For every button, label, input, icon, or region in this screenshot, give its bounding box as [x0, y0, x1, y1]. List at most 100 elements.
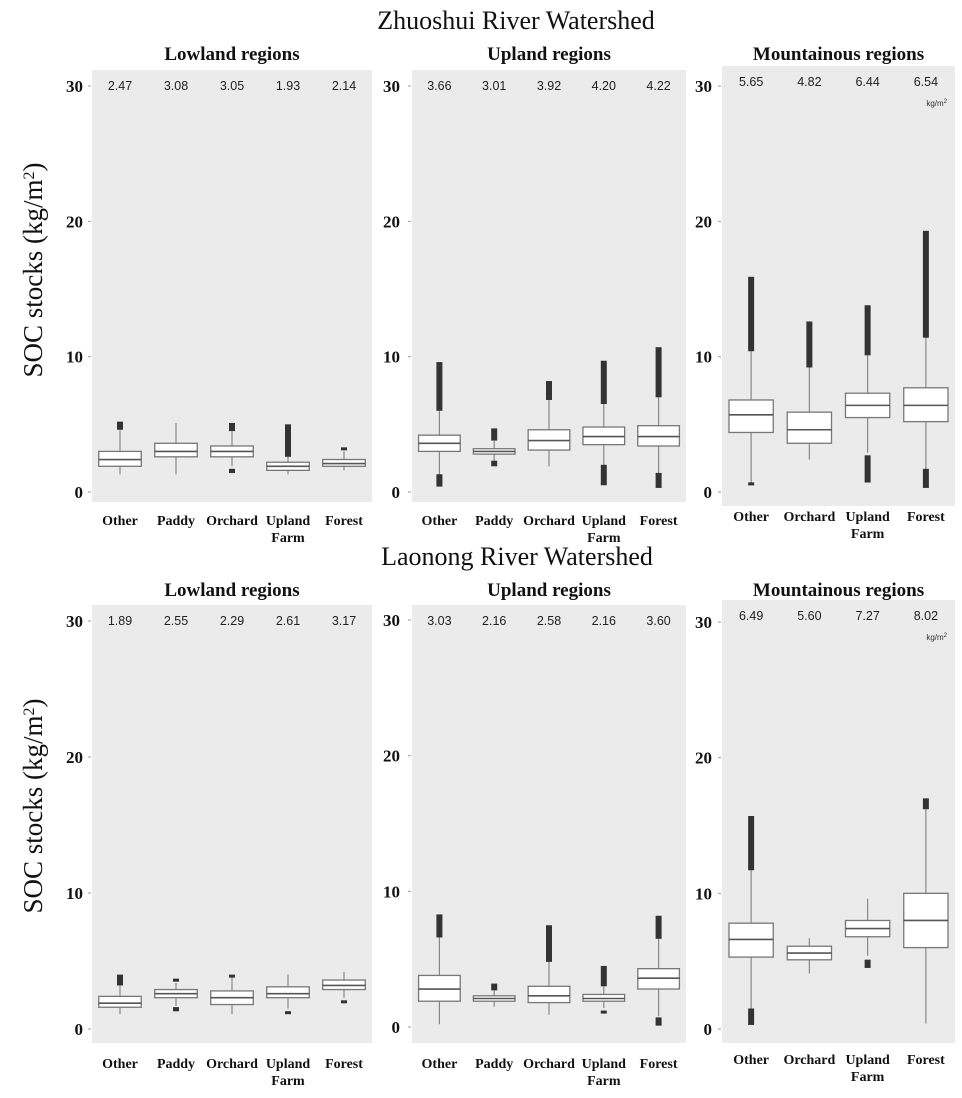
category-label: Orchard	[523, 1057, 575, 1072]
mean-label: 3.66	[427, 79, 451, 93]
outliers-high	[436, 914, 443, 938]
category-label: Forest	[325, 1057, 363, 1072]
category-label: Upland Farm	[845, 1053, 890, 1085]
panel-5: Mountainous regions 0 10 20 30 6.49 5.60 7.27 8.…	[695, 580, 955, 1085]
mean-label: 3.92	[537, 79, 561, 93]
box-orchard	[210, 422, 254, 474]
category-label: Orchard	[206, 514, 258, 529]
outliers-low	[655, 1017, 662, 1026]
y-tick-label: 10	[695, 348, 712, 367]
iqr-box	[527, 985, 571, 1004]
outliers-low	[864, 455, 871, 483]
outliers-high	[173, 978, 179, 982]
category-label: Upland Farm	[582, 514, 627, 546]
box-forest	[637, 915, 681, 1026]
category-label: Other	[733, 510, 769, 525]
box-other	[728, 816, 774, 1025]
plot-background	[92, 605, 372, 1043]
category-label: Upland Farm	[266, 514, 311, 546]
outliers-high	[546, 925, 552, 962]
y-tick-label: 20	[66, 748, 83, 767]
box-upland-farm	[844, 305, 891, 483]
category-label: Other	[422, 514, 458, 529]
mean-label: 3.01	[482, 79, 506, 93]
mean-label: 2.61	[276, 614, 300, 628]
category-label: Orchard	[783, 1053, 835, 1068]
mean-label: 6.49	[739, 609, 763, 623]
y-tick-label: 0	[75, 1020, 84, 1039]
outliers-low	[173, 1007, 179, 1012]
mean-label: 3.08	[164, 79, 188, 93]
unit-label: kg/m2	[926, 99, 947, 108]
box-upland-farm	[844, 898, 891, 968]
mean-label: 2.16	[482, 614, 506, 628]
mean-label: 8.02	[914, 609, 938, 623]
box-other	[417, 362, 461, 487]
box-forest	[322, 971, 366, 1004]
category-label: Upland Farm	[845, 510, 890, 542]
category-label: Upland Farm	[582, 1057, 627, 1089]
category-label: Upland Farm	[266, 1057, 311, 1089]
category-label: Paddy	[157, 514, 195, 529]
outliers-low	[655, 472, 662, 488]
panel-title: Upland regions	[487, 580, 611, 601]
panel-title: Lowland regions	[164, 580, 299, 601]
outliers-high	[806, 321, 813, 368]
outliers-high	[922, 230, 929, 338]
plot-background	[722, 600, 955, 1043]
mean-label: 3.60	[646, 614, 670, 628]
mean-label: 6.54	[914, 75, 938, 89]
mean-label: 3.17	[332, 614, 356, 628]
outliers-high	[546, 381, 552, 400]
category-label: Other	[102, 514, 138, 529]
y-tick-label: 30	[66, 612, 83, 631]
outliers-low	[922, 468, 929, 488]
outliers-low	[748, 1008, 755, 1025]
mean-label: 6.44	[855, 75, 879, 89]
y-tick-label: 20	[66, 212, 83, 231]
y-tick-label: 30	[66, 77, 83, 96]
outliers-high	[285, 424, 291, 457]
box-forest	[903, 230, 949, 488]
y-tick-label: 20	[695, 212, 712, 231]
outliers-low	[229, 468, 235, 474]
box-paddy	[472, 428, 516, 467]
outliers-high	[600, 965, 607, 987]
outliers-high	[864, 305, 871, 356]
y-tick-label: 10	[66, 884, 83, 903]
category-label: Orchard	[206, 1057, 258, 1072]
iqr-box	[98, 995, 142, 1008]
mean-label: 4.22	[646, 79, 670, 93]
y-tick-label: 0	[392, 483, 401, 502]
panel-3: Lowland regions 0 10 20 30 1.89 2.55 2.29 2.61 3.…	[66, 580, 372, 1089]
mean-label: 7.27	[855, 609, 879, 623]
category-label: Forest	[640, 1057, 678, 1072]
outliers-high	[117, 421, 123, 430]
outliers-high	[491, 428, 498, 441]
category-label: Other	[422, 1057, 458, 1072]
box-other	[728, 276, 774, 486]
panel-title: Mountainous regions	[753, 580, 924, 601]
y-tick-label: 20	[383, 747, 400, 766]
y-tick-label: 0	[392, 1018, 401, 1037]
y-tick-label: 30	[695, 613, 712, 632]
outliers-high	[655, 347, 662, 398]
box-upland-farm	[266, 974, 310, 1015]
category-label: Forest	[325, 514, 363, 529]
outliers-low	[600, 1010, 607, 1014]
iqr-box	[786, 411, 833, 444]
box-upland-farm	[266, 424, 310, 475]
iqr-box	[266, 986, 310, 999]
box-orchard	[527, 925, 571, 1015]
panel-title: Mountainous regions	[753, 44, 924, 65]
mean-label: 2.29	[220, 614, 244, 628]
box-other	[98, 974, 142, 1015]
y-tick-label: 20	[383, 212, 400, 231]
box-paddy	[472, 983, 516, 1007]
y-tick-label: 0	[75, 483, 84, 502]
y-tick-label: 0	[704, 1020, 713, 1039]
y-tick-label: 20	[695, 749, 712, 768]
outliers-low	[285, 1011, 291, 1015]
box-orchard	[210, 974, 254, 1015]
